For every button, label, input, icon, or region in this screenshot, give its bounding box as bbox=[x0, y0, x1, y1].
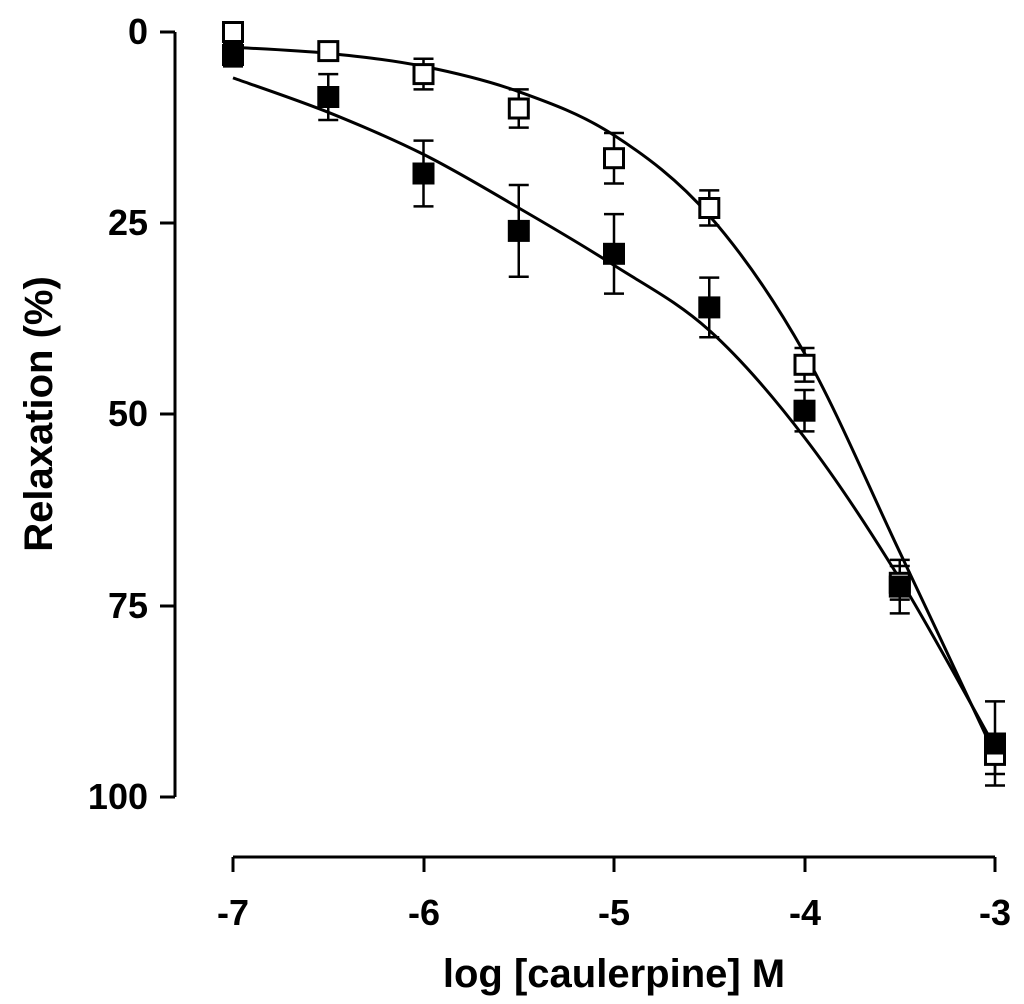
y-axis-title: Relaxation (%) bbox=[17, 276, 61, 552]
x-tick-label-m3: -3 bbox=[979, 892, 1011, 933]
point-filled-2 bbox=[412, 162, 435, 185]
fit-curve-open bbox=[232, 45, 997, 756]
y-tick-label-50: 50 bbox=[108, 393, 148, 434]
point-open-6 bbox=[793, 353, 816, 376]
plot-area bbox=[222, 21, 1006, 787]
fit-curve-filled bbox=[232, 76, 997, 749]
y-tick-label-25: 25 bbox=[108, 202, 148, 243]
x-axis-title: log [caulerpine] M bbox=[443, 952, 785, 996]
point-open-4 bbox=[603, 147, 625, 170]
point-filled-8 bbox=[984, 732, 1006, 755]
point-filled-7 bbox=[888, 575, 911, 598]
y-tick-label-75: 75 bbox=[108, 585, 148, 626]
point-filled-5 bbox=[698, 296, 721, 319]
point-open-5 bbox=[698, 197, 721, 219]
point-filled-1 bbox=[317, 86, 340, 108]
point-filled-0 bbox=[222, 44, 244, 66]
point-filled-4 bbox=[603, 242, 625, 265]
point-filled-3 bbox=[507, 219, 530, 242]
x-tick-label-m4: -4 bbox=[789, 892, 821, 933]
x-tick-label-m5: -5 bbox=[598, 892, 630, 933]
y-tick-label-0: 0 bbox=[128, 11, 148, 52]
point-open-2 bbox=[412, 63, 435, 86]
x-tick-label-m7: -7 bbox=[217, 892, 249, 933]
point-open-3 bbox=[507, 97, 530, 120]
y-tick-label-100: 100 bbox=[88, 776, 148, 817]
point-filled-6 bbox=[793, 399, 816, 422]
point-open-1 bbox=[317, 40, 340, 63]
x-tick-label-m6: -6 bbox=[408, 892, 440, 933]
point-open-0 bbox=[222, 21, 244, 43]
